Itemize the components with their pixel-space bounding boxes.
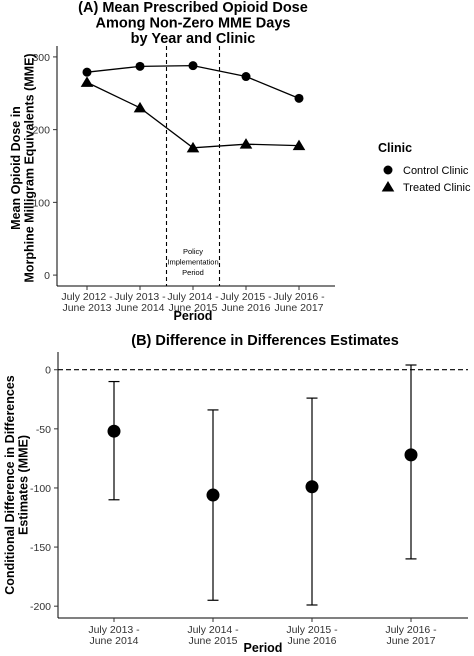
panel-a-y-tick-label: 100: [32, 197, 50, 209]
panel-a-x-tick-label: July 2014 -June 2015: [167, 291, 219, 314]
control-clinic-point: [82, 67, 92, 77]
panel-b-x-tick-label: July 2016 -June 2017: [385, 624, 437, 647]
legend-label: Control Clinic: [403, 165, 469, 177]
legend-title: Clinic: [378, 141, 412, 155]
did-estimate-point: [107, 424, 121, 438]
did-estimate-point: [206, 488, 220, 502]
panel-a-x-axis-title: Period: [174, 309, 213, 323]
panel-b-y-tick-label: 0: [45, 365, 51, 377]
panel-b-y-axis: 0 -50 -100 -150 -200: [30, 352, 59, 618]
series-line-control: [86, 64, 300, 99]
panel-b-x-tick-label: July 2015 -June 2016: [286, 624, 338, 647]
treated-clinic-point: [239, 138, 253, 149]
panel-a-x-tick-label: July 2015 -June 2016: [220, 291, 272, 314]
legend-label: Treated Clinic: [403, 182, 471, 194]
policy-annotation: Policy Implementation Period: [167, 247, 218, 277]
did-estimate-point: [305, 480, 319, 494]
control-clinic-point: [241, 72, 251, 82]
control-clinic-point: [135, 61, 145, 71]
control-clinic-point: [294, 93, 304, 103]
panel-a-y-axis: 0 100 200 300: [32, 46, 58, 286]
control-clinic-point: [188, 61, 198, 71]
panel-b-y-tick-label: -200: [30, 601, 51, 613]
panel-a-x-tick-label: July 2016 -June 2017: [273, 291, 325, 314]
treated-clinic-point: [80, 76, 94, 87]
panel-a-x-tick-label: July 2012 -June 2013: [61, 291, 113, 314]
panel-a-legend: Clinic Control Clinic Treated Clinic: [378, 141, 471, 194]
panel-a: (A) Mean Prescribed Opioid Dose Among Non…: [9, 0, 471, 323]
panel-a-x-tick-label: July 2013 -June 2014: [114, 291, 166, 314]
legend-circle-marker: [383, 165, 393, 175]
panel-b-x-axis-title: Period: [244, 641, 283, 655]
panel-a-y-axis-title: Mean Opioid Dose inMorphine Milligram Eq…: [9, 53, 37, 282]
panel-b: (B) Difference in Differences Estimates …: [3, 333, 468, 655]
panel-b-x-tick-label: July 2013 -June 2014: [88, 624, 140, 647]
treated-clinic-point: [133, 101, 147, 113]
panel-b-x-tick-label: July 2014 -June 2015: [187, 624, 239, 647]
panel-a-y-tick-label: 200: [32, 125, 50, 137]
panel-b-y-tick-label: -50: [36, 424, 51, 436]
treated-clinic-point: [292, 139, 306, 151]
panel-b-x-axis: July 2013 -June 2014 July 2014 -June 2015…: [58, 617, 468, 647]
legend-triangle-marker: [381, 181, 395, 192]
series-line-treated: [86, 81, 300, 149]
panel-a-y-tick-label: 0: [44, 270, 50, 282]
panel-b-y-tick-label: -150: [30, 542, 51, 554]
panel-b-title: (B) Difference in Differences Estimates: [131, 333, 399, 349]
panel-a-y-tick-label: 300: [32, 52, 50, 64]
panel-a-title: (A) Mean Prescribed Opioid Dose Among Non…: [78, 0, 308, 47]
did-estimate-point: [404, 448, 418, 462]
panel-b-y-axis-title: Conditional Difference in DifferencesEst…: [3, 375, 31, 595]
panel-b-y-tick-label: -100: [30, 483, 51, 495]
treated-clinic-point: [186, 141, 200, 153]
